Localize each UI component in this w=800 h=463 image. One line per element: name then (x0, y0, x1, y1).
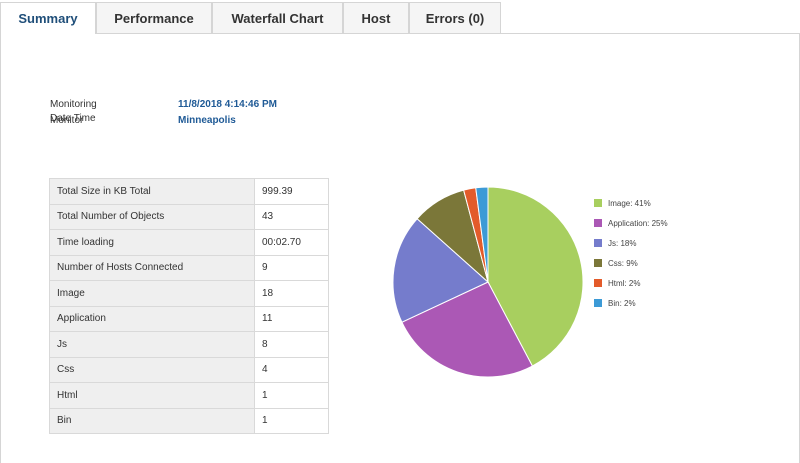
tab-errors[interactable]: Errors (0) (409, 2, 501, 33)
stat-value: 1 (254, 407, 329, 434)
stat-label: Application (49, 305, 255, 332)
legend-swatch (594, 279, 602, 287)
legend-swatch (594, 259, 602, 267)
table-row: Bin 1 (49, 407, 329, 434)
monitor-value: Minneapolis (178, 115, 236, 126)
table-row: Number of Hosts Connected 9 (49, 254, 329, 281)
legend-item-css: Css: 9% (594, 253, 668, 273)
stat-label: Css (49, 356, 255, 383)
tab-host[interactable]: Host (343, 2, 409, 33)
legend-swatch (594, 219, 602, 227)
legend-label: Bin: 2% (608, 298, 636, 308)
stat-value: 4 (254, 356, 329, 383)
tab-performance[interactable]: Performance (96, 2, 212, 33)
stat-value: 43 (254, 203, 329, 230)
stat-label: Html (49, 382, 255, 409)
stat-value: 1 (254, 382, 329, 409)
stat-value: 8 (254, 331, 329, 358)
table-row: Time loading 00:02.70 (49, 229, 329, 256)
stat-value: 999.39 (254, 178, 329, 205)
pie-slice-bin (475, 186, 489, 283)
stat-label: Image (49, 280, 255, 307)
legend-swatch (594, 199, 602, 207)
legend-label: Image: 41% (608, 198, 651, 208)
pie-slice-application (401, 281, 534, 378)
stat-label: Bin (49, 407, 255, 434)
monitoring-date-label: Monitoring Date Time (50, 99, 97, 124)
table-row: Html 1 (49, 382, 329, 409)
legend-label: Application: 25% (608, 218, 668, 228)
legend-swatch (594, 239, 602, 247)
tab-bar: Summary Performance Waterfall Chart Host… (0, 0, 800, 34)
table-row: Image 18 (49, 280, 329, 307)
stat-value: 11 (254, 305, 329, 332)
table-row: Css 4 (49, 356, 329, 383)
stat-label: Total Number of Objects (49, 203, 255, 230)
table-row: Total Number of Objects 43 (49, 203, 329, 230)
tab-bar-divider (0, 33, 800, 34)
summary-stats-table: Total Size in KB Total 999.39 Total Numbe… (49, 178, 329, 434)
legend-label: Js: 18% (608, 238, 637, 248)
legend-item-html: Html: 2% (594, 273, 668, 293)
legend-label: Html: 2% (608, 278, 641, 288)
stat-value: 9 (254, 254, 329, 281)
legend-item-js: Js: 18% (594, 233, 668, 253)
table-row: Total Size in KB Total 999.39 (49, 178, 329, 205)
stat-label: Js (49, 331, 255, 358)
legend-item-image: Image: 41% (594, 193, 668, 213)
tab-waterfall-chart[interactable]: Waterfall Chart (212, 2, 343, 33)
legend-item-bin: Bin: 2% (594, 293, 668, 313)
stat-value: 18 (254, 280, 329, 307)
stat-label: Number of Hosts Connected (49, 254, 255, 281)
tab-summary[interactable]: Summary (0, 2, 96, 34)
legend-item-application: Application: 25% (594, 213, 668, 233)
legend-swatch (594, 299, 602, 307)
pie-slice-image (487, 186, 584, 367)
monitor-label: Monitor (50, 115, 84, 126)
chart-legend: Image: 41% Application: 25% Js: 18% Css: 9%… (594, 193, 668, 313)
monitoring-date-value: 11/8/2018 4:14:46 PM (178, 99, 277, 110)
table-row: Application 11 (49, 305, 329, 332)
stat-label: Time loading (49, 229, 255, 256)
stat-label: Total Size in KB Total (49, 178, 255, 205)
pie-slice-js (392, 218, 489, 323)
legend-label: Css: 9% (608, 258, 638, 268)
content-pie-chart (392, 186, 584, 378)
stat-value: 00:02.70 (254, 229, 329, 256)
table-row: Js 8 (49, 331, 329, 358)
